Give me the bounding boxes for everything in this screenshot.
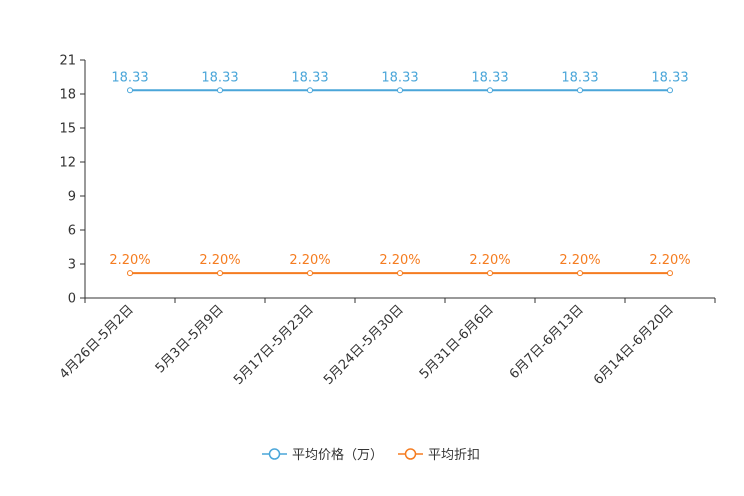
series-2: 2.20% 2.20% 2.20% 2.20% 2.20% 2.20% 2.20% [109,253,691,277]
data-label: 18.33 [111,70,148,85]
data-label: 2.20% [379,253,420,268]
legend-label: 平均折扣 [428,448,480,463]
x-tick-label: 6月7日-6月13日 [507,302,587,382]
data-label: 18.33 [561,70,598,85]
data-label: 18.33 [201,70,238,85]
y-tick-label: 0 [68,292,76,307]
y-tick-label: 15 [59,122,76,137]
axes: 0 3 6 9 12 15 18 21 4月26日-5月2日 5月3日-5月9日 5月17日-5月2… [57,54,716,388]
data-label: 2.20% [649,253,690,268]
data-point [307,270,313,277]
x-tick-label: 5月17日-5月23日 [231,302,317,388]
data-label: 18.33 [471,70,508,85]
legend-label: 平均价格（万） [292,447,383,463]
data-point [127,270,133,277]
data-label: 2.20% [109,253,150,268]
data-label: 2.20% [559,253,600,268]
y-tick-label: 21 [59,54,76,69]
x-tick-label: 4月26日-5月2日 [57,302,137,382]
data-point [487,270,493,277]
data-point [397,87,403,94]
legend: 平均价格（万） 平均折扣 [262,447,480,463]
legend-item-2: 平均折扣 [398,448,480,463]
data-point [307,87,313,94]
data-label: 18.33 [381,70,418,85]
y-tick-label: 9 [68,190,76,205]
x-tick-label: 5月24日-5月30日 [321,302,407,388]
y-tick-label: 6 [68,224,76,239]
legend-item-1: 平均价格（万） [262,447,383,463]
data-label: 2.20% [289,253,330,268]
data-point [487,87,493,94]
data-point [217,270,223,277]
data-point [217,87,223,94]
y-tick-label: 3 [68,258,76,273]
data-label: 2.20% [199,253,240,268]
series-layer: 18.33 18.33 18.33 18.33 18.33 18.33 18.33 2.20%… [109,70,691,277]
data-point [577,87,583,94]
y-tick-label: 12 [59,156,76,171]
data-label: 18.33 [291,70,328,85]
data-point [127,87,133,94]
legend-swatch-marker [404,448,417,460]
data-point [397,270,403,277]
legend-swatch-marker [268,448,281,460]
data-point [667,270,673,277]
x-tick-label: 5月3日-5月9日 [153,302,227,376]
data-label: 18.33 [651,70,688,85]
x-tick-label: 6月14日-6月20日 [591,302,677,388]
data-point [667,87,673,94]
y-tick-label: 18 [59,88,76,103]
data-point [577,270,583,277]
x-tick-label: 5月31日-6月6日 [417,302,497,382]
data-label: 2.20% [469,253,510,268]
series-1: 18.33 18.33 18.33 18.33 18.33 18.33 18.33 [111,70,689,94]
